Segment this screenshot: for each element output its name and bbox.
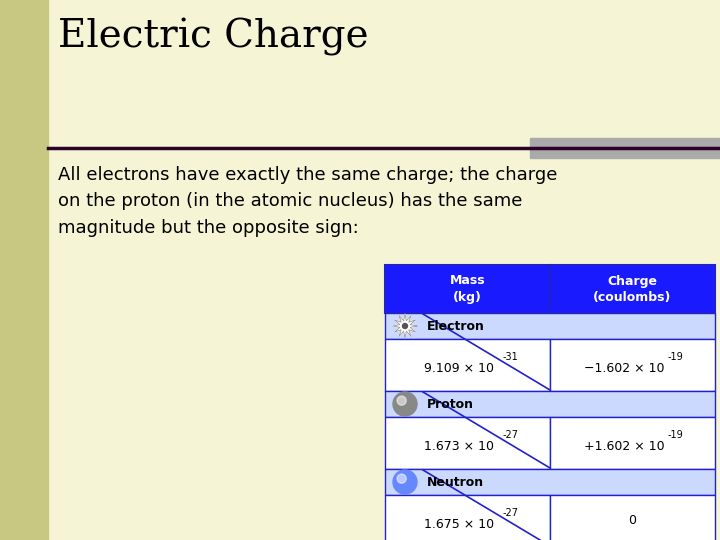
Text: Electric Charge: Electric Charge: [58, 18, 369, 56]
Bar: [550, 417, 715, 469]
Text: 9.109 × 10: 9.109 × 10: [425, 361, 495, 375]
Bar: [530, 138, 720, 158]
Bar: [550, 495, 715, 540]
Text: Electron: Electron: [427, 320, 485, 333]
Circle shape: [402, 323, 408, 328]
Text: Neutron: Neutron: [427, 476, 484, 489]
Text: −1.602 × 10: −1.602 × 10: [584, 361, 665, 375]
Bar: [385, 313, 715, 339]
Circle shape: [393, 392, 417, 416]
Text: -27: -27: [503, 430, 518, 440]
Text: All electrons have exactly the same charge; the charge
on the proton (in the ato: All electrons have exactly the same char…: [58, 166, 557, 237]
Text: -27: -27: [503, 508, 518, 518]
Circle shape: [397, 474, 406, 483]
Bar: [385, 495, 550, 540]
Bar: [550, 339, 715, 391]
Text: 1.673 × 10: 1.673 × 10: [425, 440, 495, 453]
Text: Charge
(coulombs): Charge (coulombs): [593, 274, 672, 303]
Bar: [385, 391, 715, 417]
Text: Proton: Proton: [427, 397, 474, 410]
Bar: [385, 339, 550, 391]
Bar: [385, 265, 550, 313]
Text: 1.675 × 10: 1.675 × 10: [424, 517, 495, 530]
Circle shape: [393, 470, 417, 494]
Bar: [385, 417, 550, 469]
Text: +1.602 × 10: +1.602 × 10: [584, 440, 665, 453]
Text: Mass
(kg): Mass (kg): [450, 274, 485, 303]
Text: 0: 0: [629, 515, 636, 528]
Polygon shape: [393, 314, 417, 338]
Text: -19: -19: [667, 352, 683, 362]
Bar: [550, 265, 715, 313]
Circle shape: [397, 396, 406, 405]
Bar: [0, 0, 48, 540]
Text: -31: -31: [503, 352, 518, 362]
Text: -19: -19: [667, 430, 683, 440]
Bar: [385, 469, 715, 495]
